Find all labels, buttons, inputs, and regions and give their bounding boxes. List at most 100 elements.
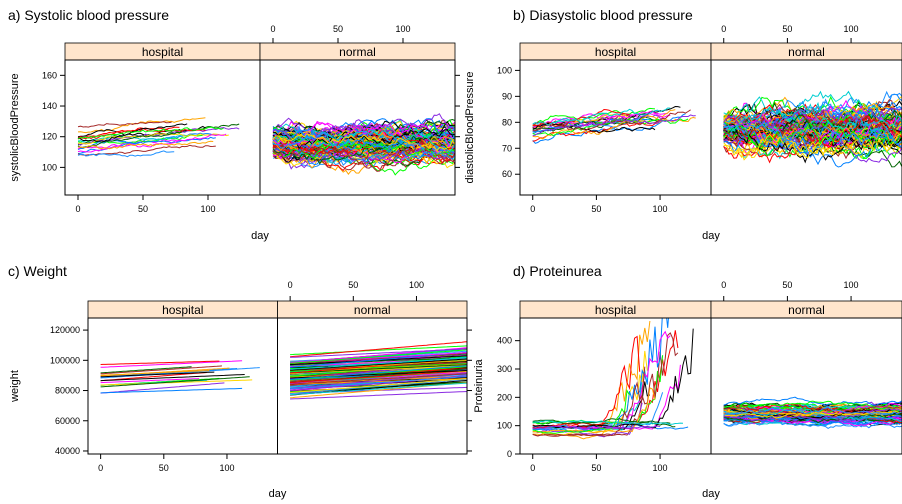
x-tick-label: 100 [409, 280, 424, 290]
series-line [532, 425, 661, 430]
series-line [77, 126, 224, 140]
series-line [290, 391, 467, 400]
series-line [290, 376, 467, 390]
series-line [77, 133, 227, 150]
series-line [532, 332, 679, 437]
panel-frame-normal [710, 317, 902, 455]
chart-title: b) Diasystolic blood pressure [513, 7, 693, 23]
x-tick-label: 50 [333, 24, 343, 34]
strip-label-normal: normal [788, 303, 825, 317]
series-line [532, 388, 630, 434]
series-line [723, 133, 902, 163]
series-line [77, 130, 183, 148]
y-tick-label: 400 [497, 336, 512, 346]
strip-label-normal: normal [339, 45, 376, 59]
series-line [532, 318, 669, 433]
series-line [723, 396, 902, 406]
y-axis-label: systolicBloodPressure [9, 73, 21, 181]
strip-label-hospital: hospital [162, 303, 203, 317]
panel-frame-normal [259, 59, 456, 196]
series-line [532, 114, 696, 137]
series-line [290, 341, 467, 358]
y-tick-label: 120 [42, 132, 57, 142]
series-line [77, 126, 180, 140]
series-line [77, 123, 188, 142]
series-line [290, 378, 467, 385]
x-tick-label: 0 [98, 463, 103, 473]
x-tick-label: 100 [653, 463, 668, 473]
series-line [272, 143, 455, 159]
x-tick-label: 100 [219, 463, 234, 473]
strip-label-normal: normal [788, 45, 825, 59]
series-line [272, 147, 455, 166]
series-line [100, 387, 243, 394]
y-tick-label: 200 [497, 392, 512, 402]
panel-frame-normal [277, 317, 468, 455]
strip-label-normal: normal [354, 303, 391, 317]
series-group-hospital [77, 117, 240, 158]
series-line [100, 379, 253, 386]
y-tick-label: 0 [507, 449, 512, 459]
series-line [77, 150, 175, 158]
series-line [290, 365, 467, 374]
x-tick-label: 0 [530, 463, 535, 473]
series-line [723, 400, 902, 412]
series-line [100, 372, 207, 382]
series-line [290, 373, 467, 385]
series-line [532, 366, 646, 437]
strip-label-hospital: hospital [595, 303, 636, 317]
series-line [272, 117, 455, 143]
series-line [532, 418, 671, 425]
x-tick-label: 100 [844, 280, 859, 290]
x-tick-label: 50 [348, 280, 358, 290]
series-group-hospital [532, 318, 694, 440]
series-line [290, 382, 467, 396]
y-axis-label: diastolicBloodPressure [464, 72, 476, 184]
series-line [532, 420, 684, 426]
series-group-normal [723, 396, 902, 429]
series-line [290, 370, 467, 383]
series-line [77, 132, 229, 145]
series-line [272, 135, 455, 165]
series-group-normal [723, 90, 902, 168]
y-tick-label: 120000 [50, 325, 80, 335]
series-line [77, 125, 206, 138]
series-line [290, 357, 467, 370]
series-line [723, 403, 902, 414]
x-axis-label: day [269, 488, 287, 500]
series-line [723, 408, 902, 422]
series-line [723, 406, 902, 415]
series-line [723, 124, 902, 146]
series-line [290, 366, 467, 381]
y-tick-label: 40000 [55, 446, 80, 456]
chart-title: a) Systolic blood pressure [8, 7, 169, 23]
x-tick-label: 50 [591, 463, 601, 473]
series-line [100, 360, 243, 368]
series-line [77, 127, 206, 139]
series-line [723, 103, 902, 132]
x-axis-label: day [702, 230, 720, 242]
series-line [272, 148, 455, 168]
series-line [100, 370, 210, 376]
x-tick-label: 50 [782, 280, 792, 290]
y-tick-label: 60000 [55, 416, 80, 426]
chart-b: b) Diasystolic blood pressure hospital 0 50… [464, 7, 902, 242]
series-group-hospital [532, 105, 696, 144]
series-line [100, 367, 260, 379]
series-line [100, 378, 200, 384]
x-tick-label: 50 [138, 204, 148, 214]
series-line [272, 131, 455, 160]
series-line [290, 364, 467, 374]
series-line [290, 358, 467, 371]
x-tick-label: 0 [721, 24, 726, 34]
series-line [77, 121, 172, 128]
y-tick-label: 90 [502, 91, 512, 101]
series-line [272, 113, 455, 150]
y-tick-label: 80 [502, 117, 512, 127]
series-line [290, 365, 467, 380]
panel-frame-normal [710, 59, 902, 196]
y-tick-label: 100000 [50, 355, 80, 365]
series-line [100, 376, 250, 388]
x-tick-label: 50 [159, 463, 169, 473]
